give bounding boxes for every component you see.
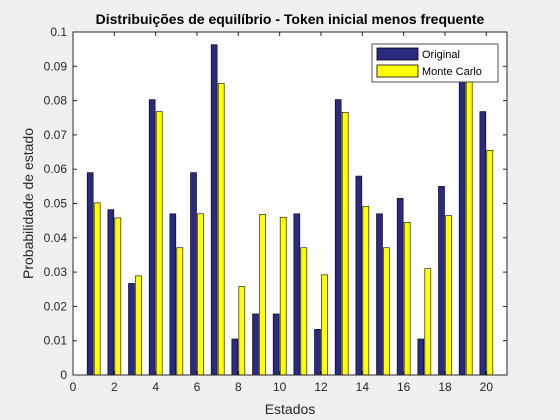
- x-tick-label: 20: [480, 380, 494, 394]
- bar-monte-carlo-19: [465, 53, 473, 376]
- bar-original-13: [334, 99, 342, 376]
- x-tick-label: 2: [111, 380, 118, 394]
- legend: Original Monte Carlo: [371, 43, 499, 83]
- bar-monte-carlo-3: [135, 275, 142, 376]
- x-tick-label: 10: [273, 380, 287, 394]
- bar-original-18: [438, 186, 445, 376]
- x-tick-label: 6: [194, 380, 201, 394]
- bar-original-10: [272, 313, 280, 376]
- x-tick-label: 8: [235, 380, 242, 394]
- bar-monte-carlo-11: [300, 247, 308, 376]
- legend-label-original: Original: [422, 49, 460, 61]
- y-tick-label: 0.06: [44, 162, 68, 176]
- bar-original-17: [417, 338, 425, 376]
- y-tick-label: 0.09: [44, 59, 68, 73]
- legend-swatch-monte-carlo: [376, 64, 419, 78]
- x-axis-label: Estados: [265, 401, 316, 417]
- x-tick-label: 0: [70, 380, 77, 394]
- bar-original-16: [396, 198, 404, 376]
- bar-monte-carlo-8: [238, 286, 246, 376]
- x-tick-label: 12: [314, 380, 328, 394]
- bar-original-2: [107, 209, 115, 376]
- x-tick-label: 14: [356, 380, 370, 394]
- bar-monte-carlo-4: [155, 111, 163, 376]
- x-tick-label: 4: [152, 380, 159, 394]
- bar-original-4: [148, 99, 156, 376]
- bar-monte-carlo-18: [445, 215, 452, 376]
- bar-original-19: [458, 44, 466, 376]
- y-axis-label: Probabilidade de estado: [20, 128, 36, 279]
- y-tick-label: 0.01: [44, 334, 68, 348]
- y-axis: 0 0.01 0.02 0.03 0.04 0.05 0.06 0.07 0.08 0.09 0.1: [44, 25, 507, 382]
- bar-original-7: [210, 44, 218, 376]
- x-axis: 0 2 4 6 8 10 12 14 16 18 20: [70, 32, 494, 394]
- bar-original-3: [128, 283, 135, 376]
- y-tick-label: 0.07: [44, 128, 68, 142]
- bar-original-15: [376, 213, 383, 376]
- bar-original-6: [190, 172, 197, 376]
- bar-monte-carlo-2: [114, 217, 122, 376]
- chart-title: Distribuições de equilíbrio - Token inic…: [96, 11, 485, 27]
- bar-original-9: [252, 313, 259, 376]
- bar-original-5: [169, 213, 177, 376]
- bar-original-12: [314, 329, 321, 376]
- bar-original-14: [355, 175, 363, 376]
- y-tick-label: 0.05: [44, 197, 68, 211]
- bar-monte-carlo-16: [403, 222, 411, 376]
- bar-monte-carlo-20: [486, 150, 494, 376]
- plot-area: [73, 32, 507, 375]
- bar-original-1: [86, 172, 94, 376]
- bar-monte-carlo-13: [341, 111, 349, 376]
- y-tick-label: 0: [60, 368, 67, 382]
- y-tick-label: 0.02: [44, 299, 68, 313]
- bar-monte-carlo-15: [383, 247, 390, 376]
- bar-monte-carlo-17: [424, 268, 432, 376]
- bar-original-8: [231, 338, 239, 376]
- bar-monte-carlo-5: [176, 247, 184, 376]
- x-tick-label: 16: [397, 380, 411, 394]
- y-tick-label: 0.04: [44, 231, 68, 245]
- bar-monte-carlo-1: [93, 202, 101, 376]
- legend-label-monte-carlo: Monte Carlo: [422, 66, 482, 78]
- bar-monte-carlo-10: [279, 216, 287, 376]
- bar-monte-carlo-9: [259, 214, 266, 376]
- bar-monte-carlo-12: [321, 274, 328, 376]
- bars-group: [86, 44, 494, 376]
- x-tick-label: 18: [438, 380, 452, 394]
- y-tick-label: 0.03: [44, 265, 68, 279]
- y-tick-label: 0.08: [44, 94, 68, 108]
- bar-monte-carlo-6: [197, 213, 204, 376]
- y-tick-label: 0.1: [50, 25, 67, 39]
- legend-swatch-original: [376, 47, 419, 61]
- bar-monte-carlo-14: [362, 205, 370, 376]
- bar-original-11: [293, 213, 301, 376]
- bar-monte-carlo-7: [217, 83, 225, 376]
- bar-original-20: [479, 111, 487, 376]
